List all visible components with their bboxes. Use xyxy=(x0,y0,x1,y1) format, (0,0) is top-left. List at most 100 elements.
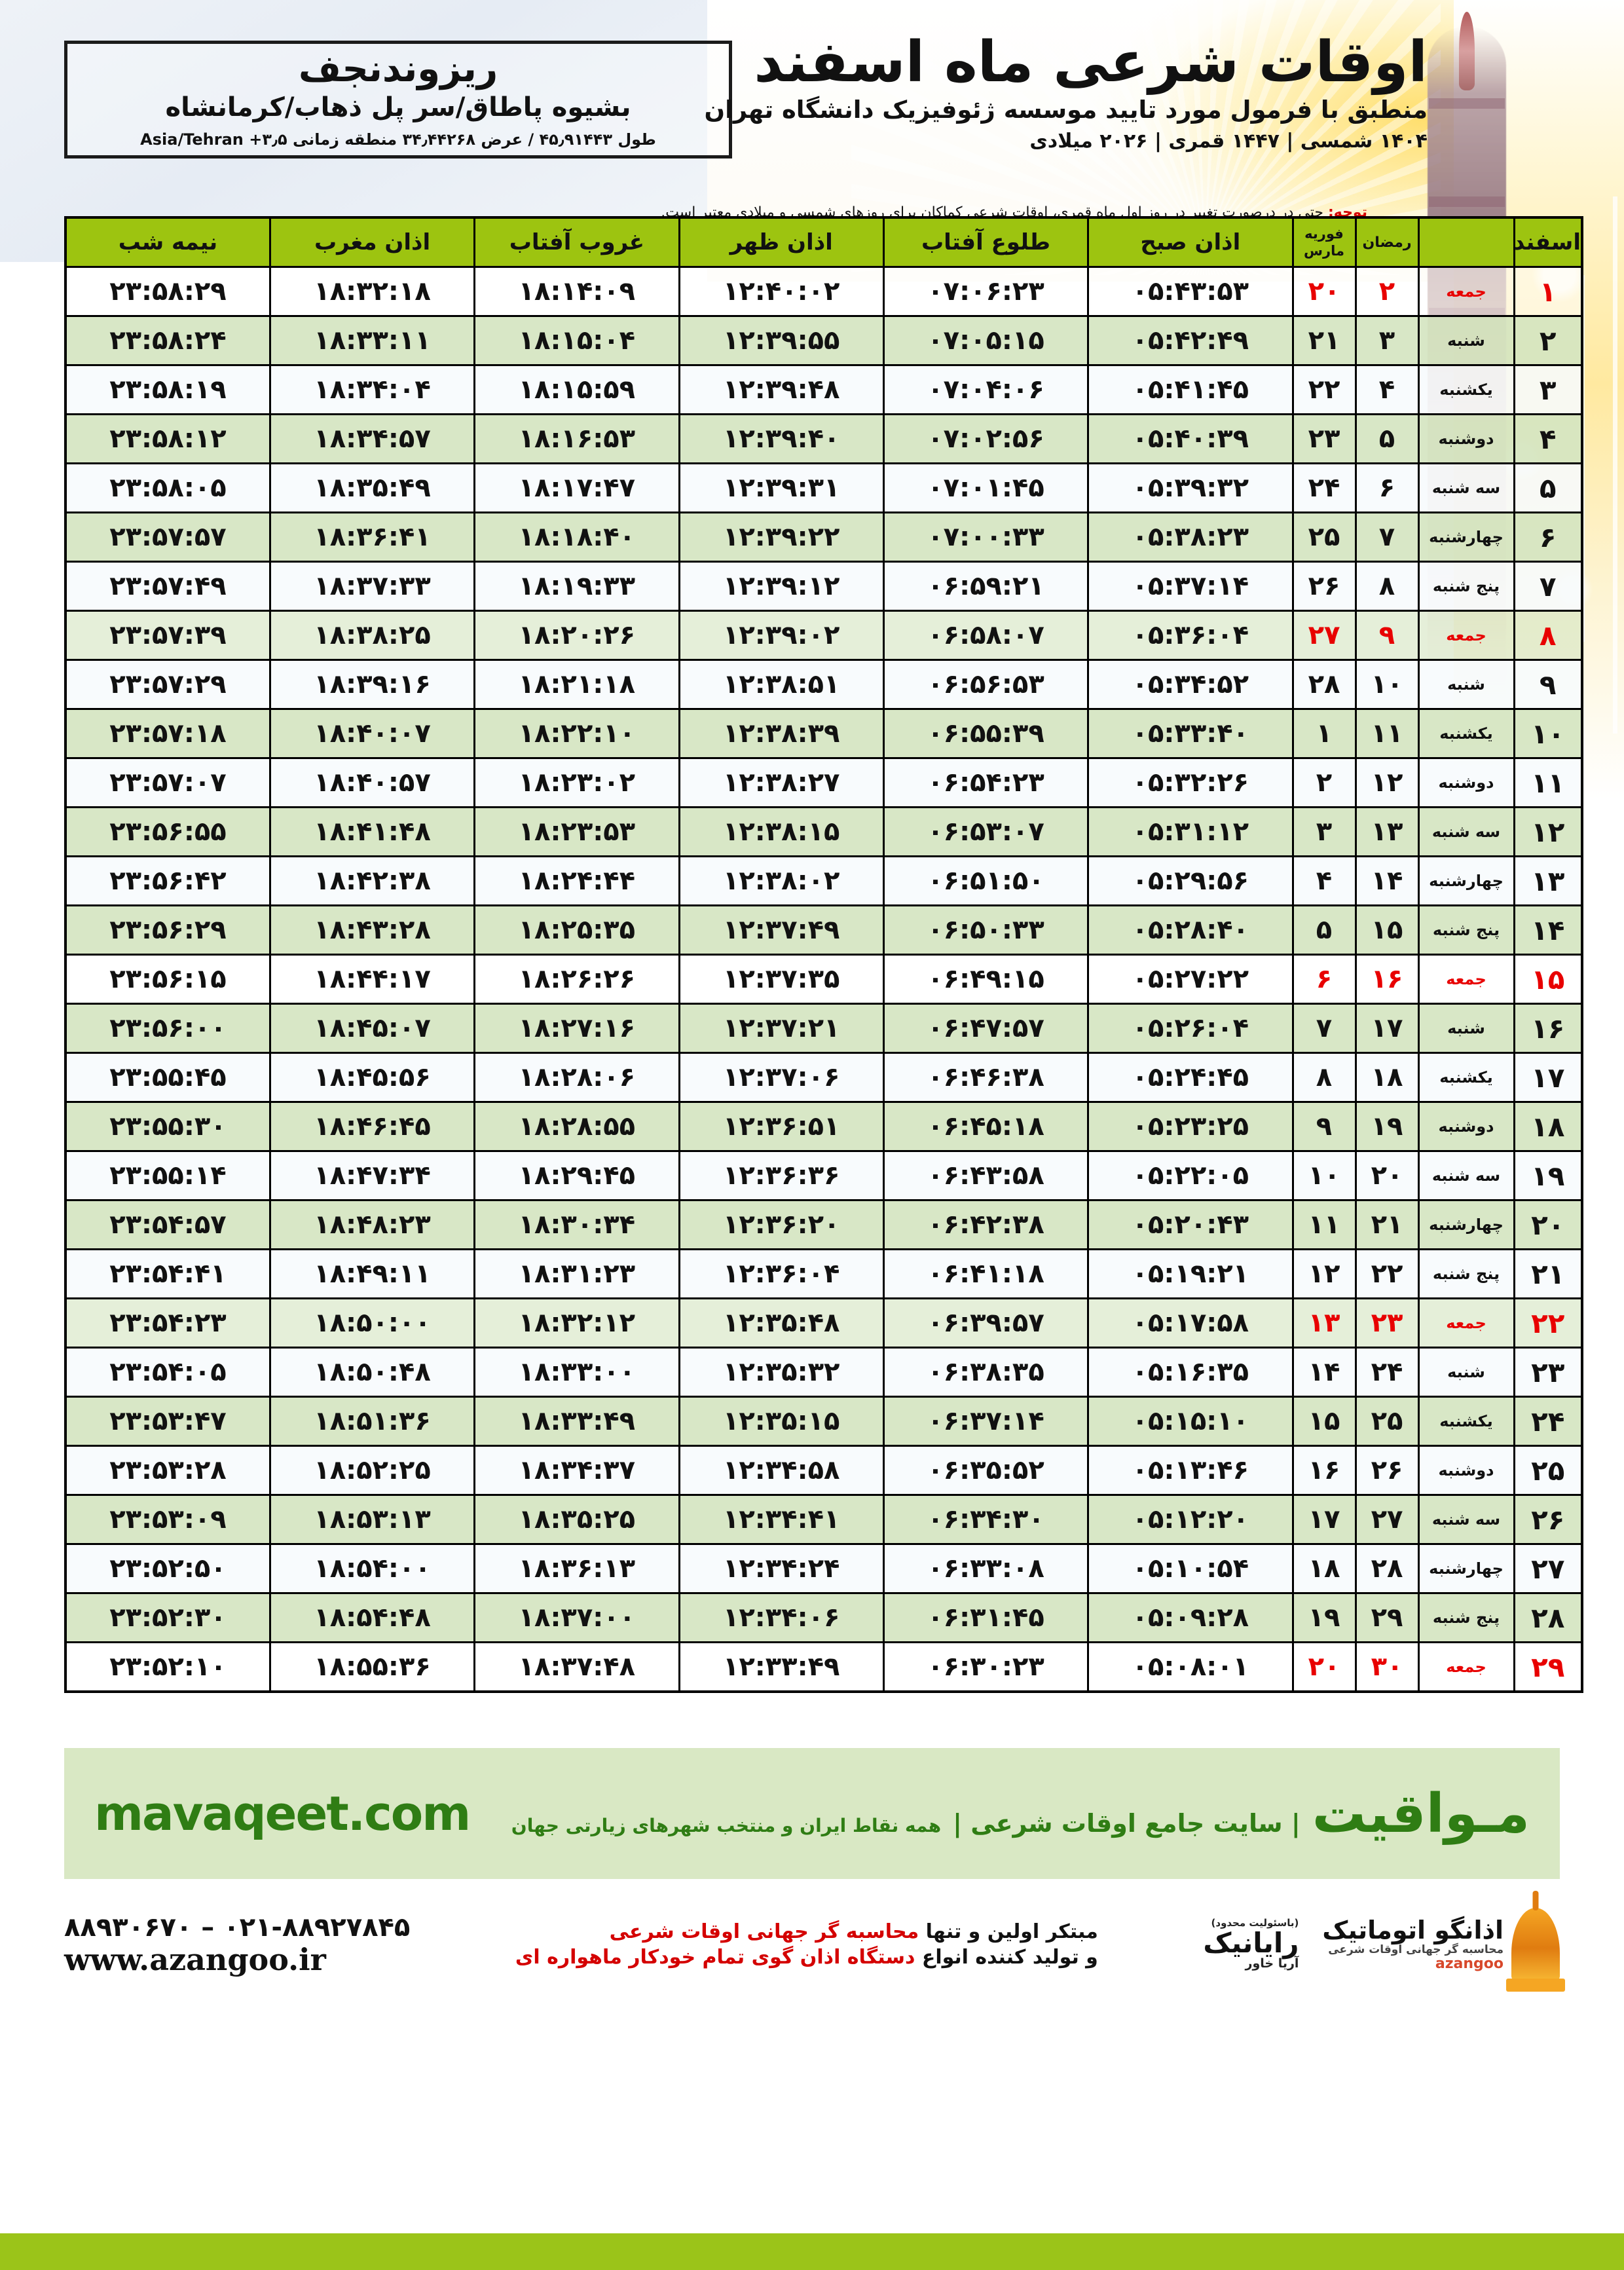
cell-maghrib: ۱۸:۴۸:۲۳ xyxy=(268,1199,476,1250)
calendar-years: ۱۴۰۴ شمسی | ۱۴۴۷ قمری | ۲۰۲۶ میلادی xyxy=(1029,130,1428,153)
cell-maghrib: ۱۸:۳۴:۰۴ xyxy=(268,364,476,415)
cell-sunset: ۱۸:۲۲:۱۰ xyxy=(473,708,680,759)
cell-sunrise: ۰۷:۰۲:۵۶ xyxy=(882,413,1090,464)
cell-midnight: ۲۳:۵۶:۵۵ xyxy=(64,806,271,857)
cell-fajr: ۰۵:۲۹:۵۶ xyxy=(1087,855,1294,906)
table-row: ۱ جمعه ۲ ۲۰ ۰۵:۴۳:۵۳ ۰۷:۰۶:۲۳ ۱۲:۴۰:۰۲ ۱۸:۱۴:۰۹… xyxy=(64,266,1583,317)
promo-tagline: | سایت جامع اوقات شرعی | xyxy=(953,1808,1301,1838)
cell-greg: ۸ xyxy=(1291,1052,1357,1103)
col-header-sunset: غروب آفتاب xyxy=(473,216,680,268)
cell-fajr: ۰۵:۱۳:۴۶ xyxy=(1087,1445,1294,1496)
cell-hijri: ۸ xyxy=(1354,561,1420,612)
cell-hijri: ۱۶ xyxy=(1354,954,1420,1005)
cell-sunrise: ۰۶:۴۷:۵۷ xyxy=(882,1003,1090,1054)
cell-midnight: ۲۳:۵۴:۰۵ xyxy=(64,1347,271,1398)
cell-dhuhr: ۱۲:۳۴:۲۴ xyxy=(678,1543,885,1594)
cell-fajr: ۰۵:۲۰:۴۳ xyxy=(1087,1199,1294,1250)
rayanik-note: (باسئولیت محدود) xyxy=(1211,1917,1299,1929)
table-row: ۱۳ چهارشنبه ۱۴ ۴ ۰۵:۲۹:۵۶ ۰۶:۵۱:۵۰ ۱۲:۳۸:۰۲ ۱۸:… xyxy=(64,855,1583,906)
cell-dhuhr: ۱۲:۳۹:۴۸ xyxy=(678,364,885,415)
table-row: ۲۰ چهارشنبه ۲۱ ۱۱ ۰۵:۲۰:۴۳ ۰۶:۴۲:۳۸ ۱۲:۳۶:۲۰ ۱۸… xyxy=(64,1199,1583,1250)
cell-greg: ۴ xyxy=(1291,855,1357,906)
cell-dayname: دوشنبه xyxy=(1417,1445,1515,1496)
col-header-weekday xyxy=(1417,216,1515,268)
cell-day: ۱۸ xyxy=(1513,1101,1583,1152)
cell-midnight: ۲۳:۵۳:۰۹ xyxy=(64,1494,271,1545)
cell-greg: ۱۴ xyxy=(1291,1347,1357,1398)
cell-sunrise: ۰۶:۳۷:۱۴ xyxy=(882,1396,1090,1447)
cell-sunset: ۱۸:۳۷:۴۸ xyxy=(473,1641,680,1693)
table-row: ۲۷ چهارشنبه ۲۸ ۱۸ ۰۵:۱۰:۵۴ ۰۶:۳۳:۰۸ ۱۲:۳۴:۲۴ ۱۸… xyxy=(64,1543,1583,1594)
cell-dayname: سه شنبه xyxy=(1417,1494,1515,1545)
table-row: ۵ سه شنبه ۶ ۲۴ ۰۵:۳۹:۳۲ ۰۷:۰۱:۴۵ ۱۲:۳۹:۳۱ ۱۸:۱۷… xyxy=(64,462,1583,513)
cell-greg: ۱ xyxy=(1291,708,1357,759)
minaret-band xyxy=(1429,196,1505,207)
table-head: اسفند رمضان فوریه مارس اذان صبح طلوع آفت… xyxy=(64,216,1583,268)
promo-domain-link[interactable]: mavaqeet.com xyxy=(94,1786,471,1841)
cell-sunset: ۱۸:۲۸:۵۵ xyxy=(473,1101,680,1152)
cell-sunrise: ۰۶:۴۲:۳۸ xyxy=(882,1199,1090,1250)
table-row: ۲۶ سه شنبه ۲۷ ۱۷ ۰۵:۱۲:۲۰ ۰۶:۳۴:۳۰ ۱۲:۳۴:۴۱ ۱۸:… xyxy=(64,1494,1583,1545)
website-link[interactable]: www.azangoo.ir xyxy=(64,1941,326,1977)
cell-dhuhr: ۱۲:۳۵:۴۸ xyxy=(678,1297,885,1349)
cell-fajr: ۰۵:۲۴:۴۵ xyxy=(1087,1052,1294,1103)
cell-hijri: ۲۰ xyxy=(1354,1150,1420,1201)
prayer-times-table: اسفند رمضان فوریه مارس اذان صبح طلوع آفت… xyxy=(64,216,1583,1693)
cell-fajr: ۰۵:۰۸:۰۱ xyxy=(1087,1641,1294,1693)
cell-day: ۷ xyxy=(1513,561,1583,612)
cell-sunset: ۱۸:۲۰:۲۶ xyxy=(473,610,680,661)
cell-sunset: ۱۸:۱۷:۴۷ xyxy=(473,462,680,513)
cell-dayname: جمعه xyxy=(1417,266,1515,317)
cell-sunrise: ۰۶:۵۱:۵۰ xyxy=(882,855,1090,906)
cell-fajr: ۰۵:۲۶:۰۴ xyxy=(1087,1003,1294,1054)
cell-hijri: ۲۳ xyxy=(1354,1297,1420,1349)
cell-day: ۱۳ xyxy=(1513,855,1583,906)
cell-hijri: ۱۷ xyxy=(1354,1003,1420,1054)
cell-dhuhr: ۱۲:۳۴:۰۶ xyxy=(678,1592,885,1643)
cell-midnight: ۲۳:۵۴:۴۱ xyxy=(64,1248,271,1299)
cell-dayname: چهارشنبه xyxy=(1417,855,1515,906)
cell-dayname: شنبه xyxy=(1417,659,1515,710)
cell-day: ۲۳ xyxy=(1513,1347,1583,1398)
cell-fajr: ۰۵:۲۲:۰۵ xyxy=(1087,1150,1294,1201)
cell-greg: ۲۵ xyxy=(1291,512,1357,563)
cell-dayname: سه شنبه xyxy=(1417,806,1515,857)
col-header-maghrib: اذان مغرب xyxy=(268,216,476,268)
table-row: ۱۷ یکشنبه ۱۸ ۸ ۰۵:۲۴:۴۵ ۰۶:۴۶:۳۸ ۱۲:۳۷:۰۶ ۱۸:۲۸… xyxy=(64,1052,1583,1103)
col-header-dhuhr: اذان ظهر xyxy=(678,216,885,268)
cell-fajr: ۰۵:۳۱:۱۲ xyxy=(1087,806,1294,857)
table-row: ۱۲ سه شنبه ۱۳ ۳ ۰۵:۳۱:۱۲ ۰۶:۵۳:۰۷ ۱۲:۳۸:۱۵ ۱۸:۲… xyxy=(64,806,1583,857)
cell-fajr: ۰۵:۴۲:۴۹ xyxy=(1087,315,1294,366)
cell-maghrib: ۱۸:۴۷:۳۴ xyxy=(268,1150,476,1201)
cell-dhuhr: ۱۲:۳۹:۵۵ xyxy=(678,315,885,366)
cell-sunrise: ۰۶:۴۹:۱۵ xyxy=(882,954,1090,1005)
cell-fajr: ۰۵:۱۵:۱۰ xyxy=(1087,1396,1294,1447)
cell-hijri: ۳۰ xyxy=(1354,1641,1420,1693)
cell-maghrib: ۱۸:۳۸:۲۵ xyxy=(268,610,476,661)
cell-day: ۲۸ xyxy=(1513,1592,1583,1643)
page-title: اوقات شرعی ماه اسفند xyxy=(754,29,1429,95)
cell-dhuhr: ۱۲:۳۶:۰۴ xyxy=(678,1248,885,1299)
location-coordinates: طول ۴۵٫۹۱۴۴۳ / عرض ۳۴٫۴۴۲۶۸ منطقه زمانی … xyxy=(140,130,656,149)
cell-midnight: ۲۳:۵۳:۴۷ xyxy=(64,1396,271,1447)
cell-midnight: ۲۳:۵۵:۱۴ xyxy=(64,1150,271,1201)
cell-dhuhr: ۱۲:۳۵:۳۲ xyxy=(678,1347,885,1398)
table-row: ۸ جمعه ۹ ۲۷ ۰۵:۳۶:۰۴ ۰۶:۵۸:۰۷ ۱۲:۳۹:۰۲ ۱۸:۲۰:۲۶… xyxy=(64,610,1583,661)
cell-maghrib: ۱۸:۴۹:۱۱ xyxy=(268,1248,476,1299)
cell-greg: ۲۸ xyxy=(1291,659,1357,710)
cell-midnight: ۲۳:۵۸:۲۹ xyxy=(64,266,271,317)
cell-dayname: چهارشنبه xyxy=(1417,1199,1515,1250)
table-row: ۱۵ جمعه ۱۶ ۶ ۰۵:۲۷:۲۲ ۰۶:۴۹:۱۵ ۱۲:۳۷:۳۵ ۱۸:۲۶:۲… xyxy=(64,954,1583,1005)
rayanik-name: رایانیک xyxy=(1203,1926,1299,1959)
col-header-ramadan: رمضان xyxy=(1354,216,1420,268)
cell-sunrise: ۰۶:۵۶:۵۳ xyxy=(882,659,1090,710)
tagline-line-2-plain: و تولید کننده انواع xyxy=(915,1946,1098,1969)
cell-maghrib: ۱۸:۳۳:۱۱ xyxy=(268,315,476,366)
cell-dayname: دوشنبه xyxy=(1417,413,1515,464)
cell-hijri: ۲۹ xyxy=(1354,1592,1420,1643)
cell-sunset: ۱۸:۲۳:۵۳ xyxy=(473,806,680,857)
cell-sunset: ۱۸:۳۲:۱۲ xyxy=(473,1297,680,1349)
cell-midnight: ۲۳:۵۷:۳۹ xyxy=(64,610,271,661)
table-row: ۲ شنبه ۳ ۲۱ ۰۵:۴۲:۴۹ ۰۷:۰۵:۱۵ ۱۲:۳۹:۵۵ ۱۸:۱۵:۰۴… xyxy=(64,315,1583,366)
cell-sunrise: ۰۶:۳۳:۰۸ xyxy=(882,1543,1090,1594)
